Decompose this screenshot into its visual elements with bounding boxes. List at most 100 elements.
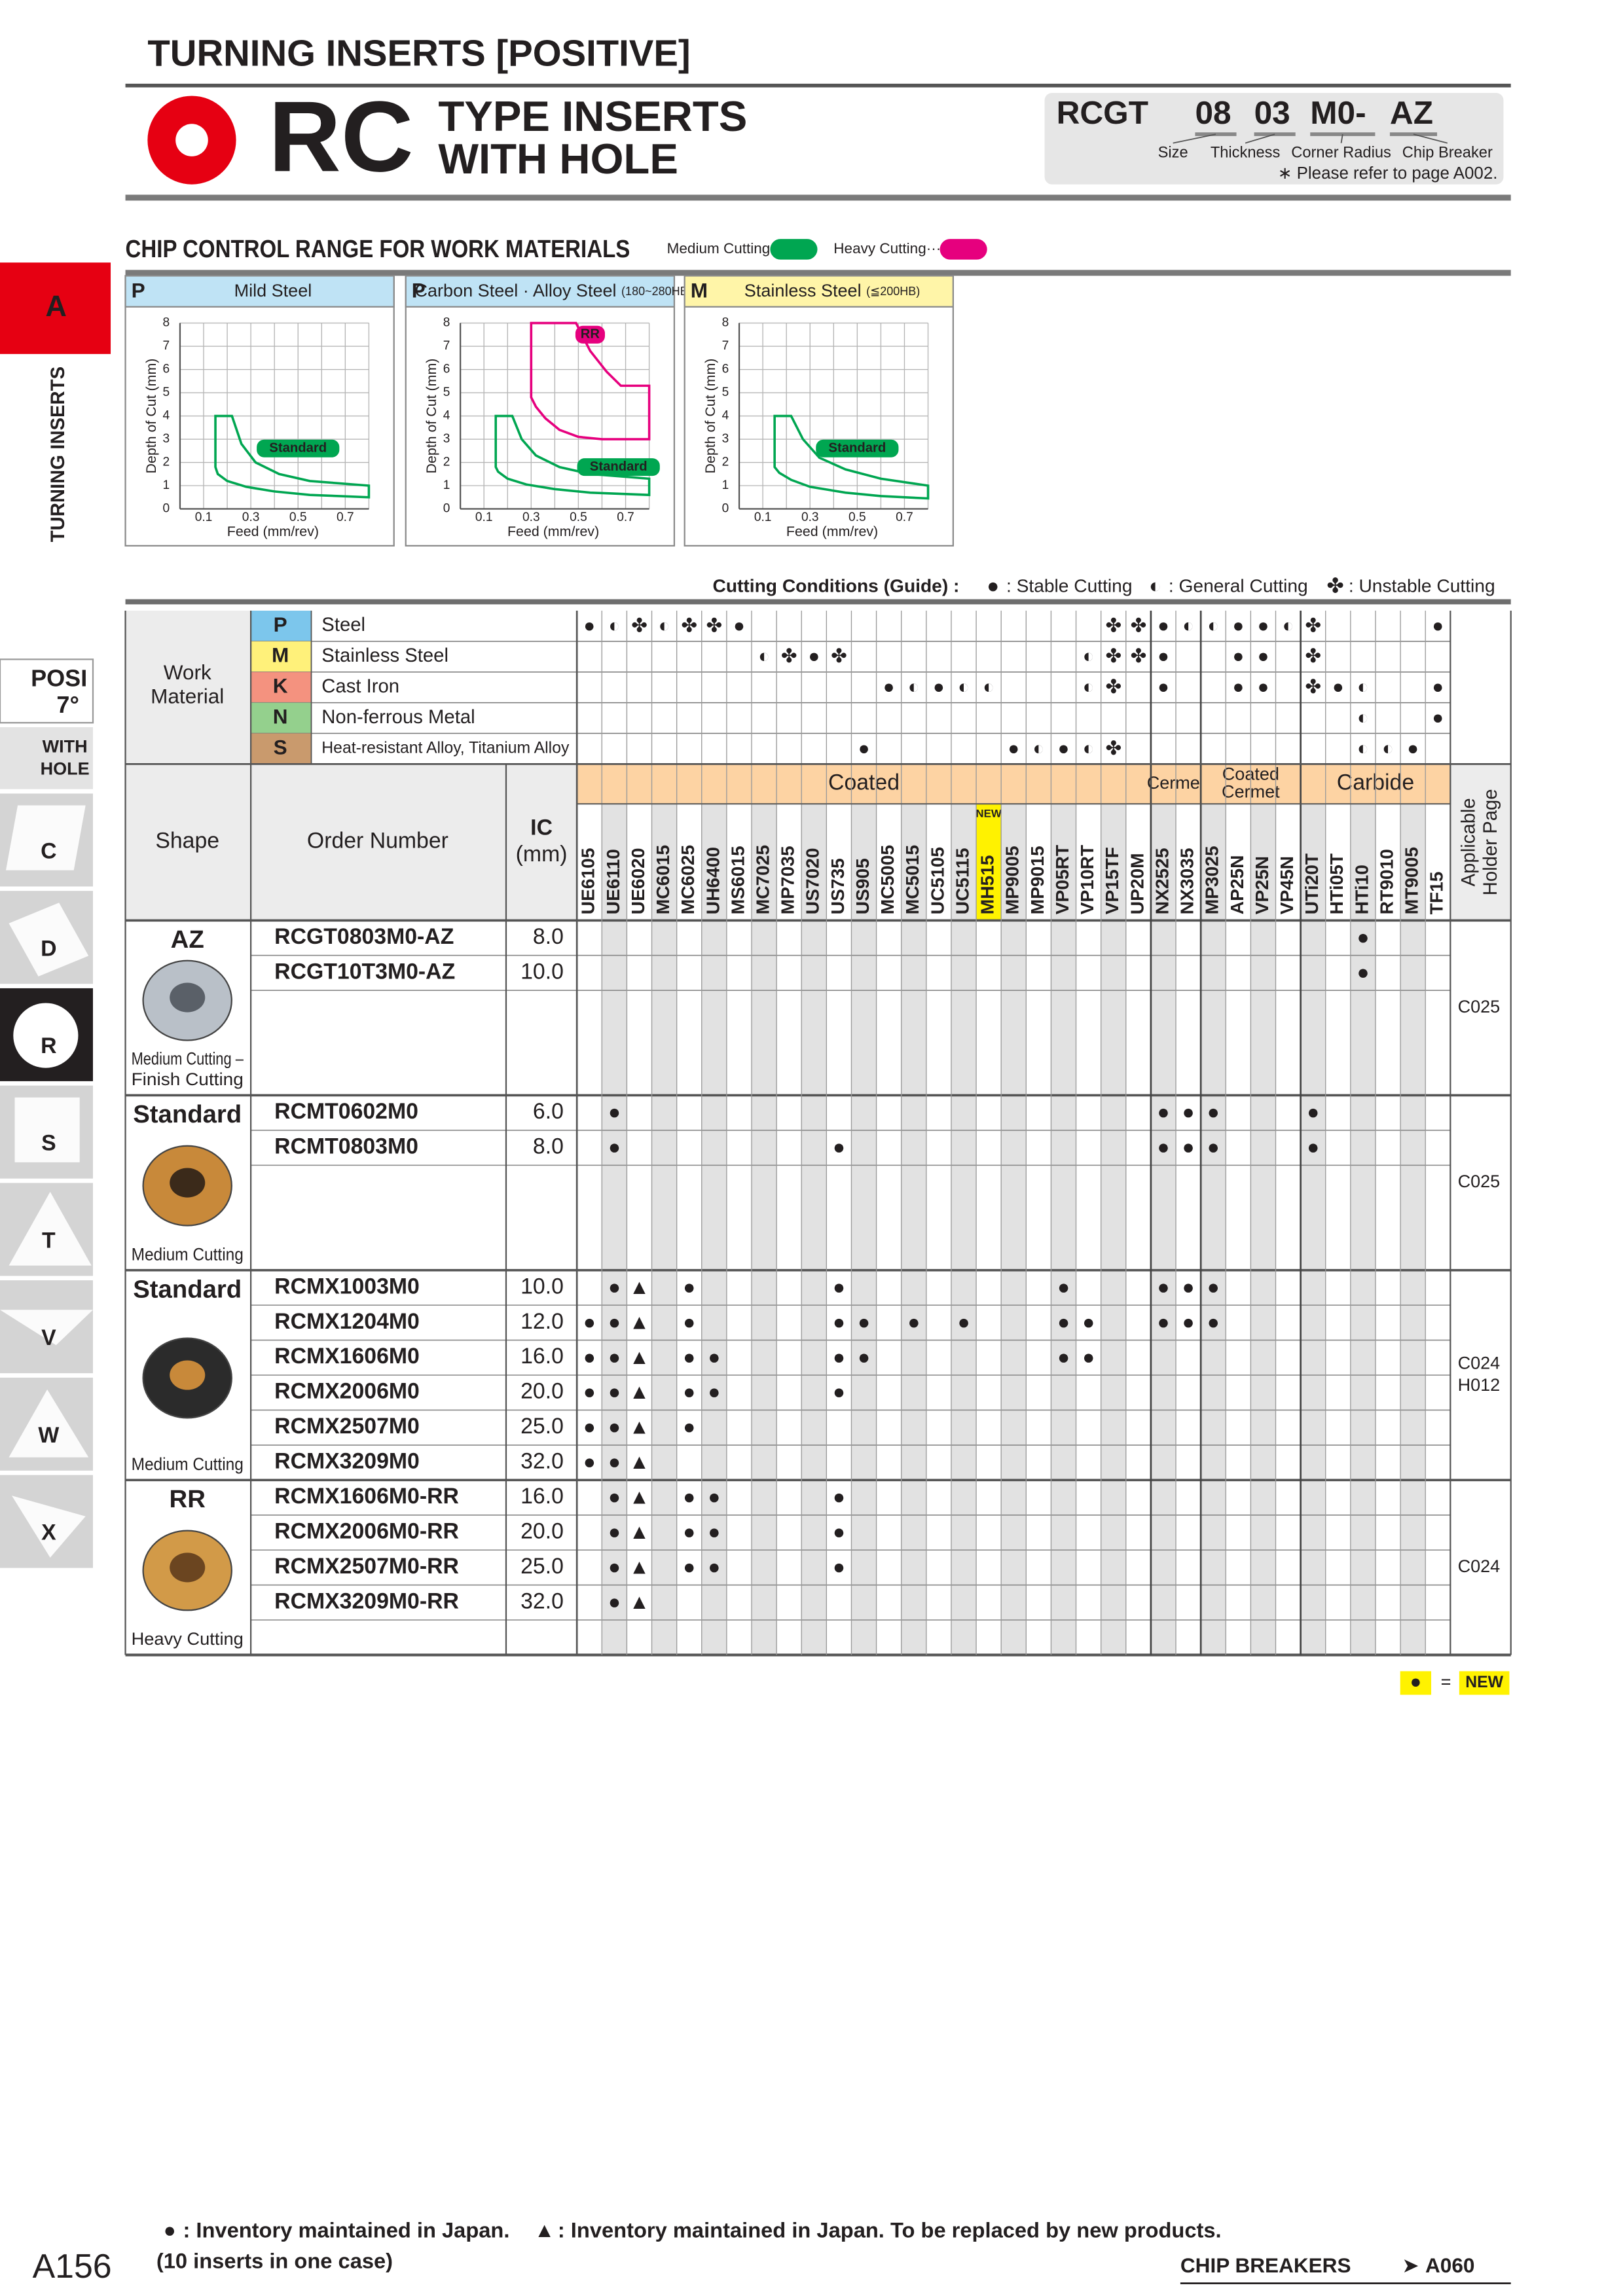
y-tick-label: 3 [722,432,729,446]
material-code-cell [251,672,312,703]
material-symbol: ● [933,676,945,698]
stock-mark: ▲ [629,1450,649,1473]
grade-name: VP25N [1251,856,1272,914]
material-name: Steel [321,614,365,636]
material-code: M [272,643,289,667]
material-symbol: ● [1258,615,1269,636]
stock-mark: ● [608,1415,621,1439]
shape-header: Shape [155,829,219,853]
conditions-label: : Unstable Cutting [1349,575,1495,596]
stock-mark: ● [833,1520,845,1543]
material-symbol: ● [1432,615,1444,636]
new-legend-label: NEW [1465,1674,1503,1691]
x-tick-label: 0.5 [570,511,587,524]
area-label-box [816,439,899,457]
stock-mark: ● [608,1135,621,1158]
material-symbol: ◐ [1083,676,1095,698]
stock-mark: ● [708,1554,720,1578]
material-name: Non-ferrous Metal [321,706,475,728]
shape-icon [12,1496,86,1558]
grade-name: VP05RT [1051,845,1072,914]
grade-name: MP9015 [1027,846,1048,914]
grade-name: VP10RT [1076,845,1097,914]
stock-mark: ● [1207,1310,1220,1333]
order-number: RCGT10T3M0-AZ [274,959,455,984]
series-code: RC [268,81,413,192]
new-legend-equals: = [1441,1672,1451,1692]
material-symbol: ◐ [1357,707,1369,728]
column-shade [851,804,877,1655]
ic-value: 25.0 [520,1554,564,1579]
code-leader [1173,134,1216,144]
material-symbol: ◐ [609,615,621,636]
grade-name: MP9005 [1002,846,1023,914]
chip-control-area [773,414,930,500]
material-symbol: ✤ [1105,676,1122,698]
material-symbol: ✤ [1305,615,1321,636]
insert-hole [170,982,206,1013]
area-label-box [577,458,660,476]
stock-mark: ● [1082,1310,1095,1333]
new-legend-symbol: ● [1410,1671,1422,1693]
note-text: : Inventory maintained in Japan. [183,2217,509,2242]
title-line: TYPE INSERTS [438,92,747,140]
x-tick-label: 0.5 [289,511,307,524]
breaker-name: AZ [171,925,204,954]
ic-value: 16.0 [520,1484,564,1509]
material-symbol: ◐ [1083,738,1095,759]
designation-box [1044,92,1504,185]
section-letter: A [45,289,67,323]
stock-mark: ● [1182,1310,1195,1333]
grade-name: MT9005 [1401,847,1422,914]
area-label: Standard [828,441,886,456]
order-number: RCMX1003M0 [274,1274,420,1299]
material-symbol: ✤ [1105,738,1122,759]
breaker-caption: Medium Cutting [132,1244,244,1264]
code-leader [1245,134,1275,144]
y-tick-label: 6 [163,363,170,376]
holder-header: Holder Page [1480,789,1501,895]
designation-code: 08 [1195,94,1231,131]
y-tick-label: 0 [722,502,729,516]
legend-swatch [770,239,818,260]
breaker-name: RR [170,1485,206,1513]
material-symbol: ✤ [1105,615,1122,636]
column-shade [951,804,977,1655]
material-name: Cast Iron [321,675,399,697]
stock-mark: ● [583,1310,596,1333]
column-shade [701,804,727,1655]
x-tick-label: 0.5 [848,511,866,524]
shape-icon [14,1097,80,1162]
stock-mark: ● [1357,960,1369,984]
stock-mark: ● [1357,925,1369,948]
material-symbol: ✤ [681,615,697,636]
x-tick-label: 0.3 [801,511,819,524]
material-name: Heat-resistant Alloy, Titanium Alloy [321,739,570,757]
stock-mark: ● [1207,1275,1220,1299]
stock-mark: ● [1182,1275,1195,1299]
stock-mark: ● [833,1275,845,1299]
order-number: RCMX2507M0 [274,1414,420,1439]
conditions-symbol: ◐ [1149,573,1161,597]
designation-code: M0- [1310,94,1366,131]
holder-page: C024 [1458,1556,1501,1576]
stock-mark: ● [708,1485,720,1509]
breaker-caption: Finish Cutting [132,1069,244,1089]
area-label: Standard [590,459,647,474]
shape-letter: C [41,839,56,864]
chart-material-hardness: (≦200HB) [866,285,920,298]
chart-panel [684,275,954,547]
material-symbol: ◐ [1207,615,1219,636]
column-shade [901,804,926,1655]
material-symbol: ✤ [1305,645,1321,667]
link-page[interactable]: A060 [1425,2253,1474,2277]
link-label[interactable]: CHIP BREAKERS [1180,2253,1351,2277]
conditions-symbol: ✤ [1326,573,1343,597]
chart-material-hardness: (180~280HB) [621,285,692,298]
breaker-caption: Medium Cutting – [132,1049,244,1069]
hole-box [0,727,93,789]
material-symbol: ● [1258,676,1269,698]
material-code-cell [251,641,312,672]
stock-mark: ● [858,1345,870,1369]
